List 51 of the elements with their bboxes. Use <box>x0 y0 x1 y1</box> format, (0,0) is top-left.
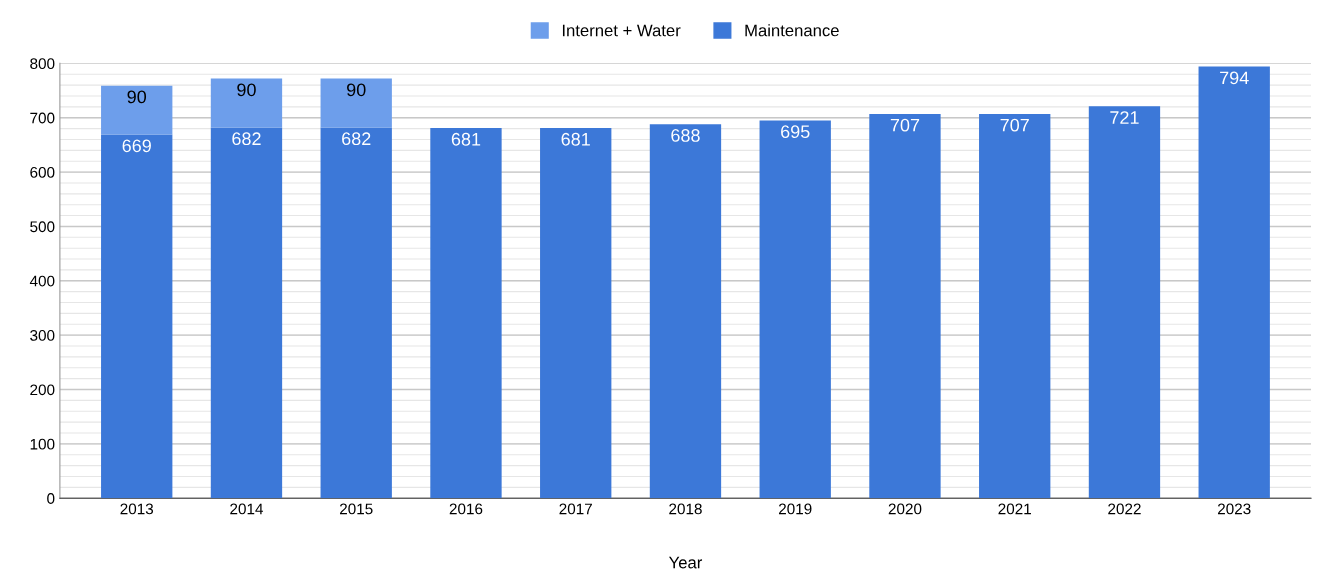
bar <box>101 134 173 499</box>
y-tick-label: 0 <box>47 493 55 504</box>
data-label: 90 <box>127 90 147 104</box>
x-tick-label: 2017 <box>559 503 592 515</box>
x-tick-label: 2014 <box>230 503 264 515</box>
y-tick-label: 200 <box>30 384 55 396</box>
y-tick-label: 100 <box>30 438 55 450</box>
bar <box>869 113 941 499</box>
x-tick-label: 2022 <box>1108 503 1141 515</box>
bar <box>759 120 831 499</box>
data-label: 707 <box>1000 118 1029 132</box>
data-label: 707 <box>890 118 920 132</box>
data-label: 90 <box>237 83 256 97</box>
data-label: 669 <box>122 139 151 153</box>
bar <box>430 128 502 499</box>
y-tick-label: 300 <box>30 330 55 341</box>
data-label: 682 <box>342 132 371 146</box>
bar <box>320 127 392 499</box>
x-tick-label: 2018 <box>669 503 702 515</box>
bar <box>320 78 392 128</box>
x-tick-label: 2013 <box>120 503 154 515</box>
data-label: 681 <box>561 132 590 146</box>
legend-label: Maintenance <box>745 24 839 37</box>
data-label: 695 <box>781 125 810 139</box>
y-tick-label: 600 <box>30 166 55 178</box>
bar <box>540 128 612 499</box>
x-tick-label: 2021 <box>998 503 1031 515</box>
x-tick-label: 2015 <box>339 503 373 515</box>
legend-label: Internet + Water <box>562 24 681 37</box>
bar <box>1088 106 1161 499</box>
y-tick-label: 400 <box>29 275 55 287</box>
bar <box>210 78 283 128</box>
y-tick-label: 800 <box>30 58 55 70</box>
y-tick-label: 500 <box>30 221 55 233</box>
data-label: 688 <box>671 129 700 142</box>
x-tick-label: 2020 <box>888 503 922 515</box>
x-tick-label: 2016 <box>449 503 483 515</box>
bar <box>979 113 1051 499</box>
data-label: 682 <box>232 132 261 146</box>
data-label: 794 <box>1220 71 1249 85</box>
x-tick-label: 2023 <box>1217 503 1251 515</box>
bar <box>649 124 722 499</box>
y-tick-label: 700 <box>30 112 55 124</box>
data-label: 721 <box>1110 111 1139 124</box>
data-label: 681 <box>451 132 481 146</box>
data-label: 90 <box>347 83 366 97</box>
bar <box>101 85 173 135</box>
x-axis-title: Year <box>668 556 703 569</box>
bar <box>210 127 283 499</box>
x-tick-label: 2019 <box>778 503 812 515</box>
bar <box>1198 66 1270 499</box>
